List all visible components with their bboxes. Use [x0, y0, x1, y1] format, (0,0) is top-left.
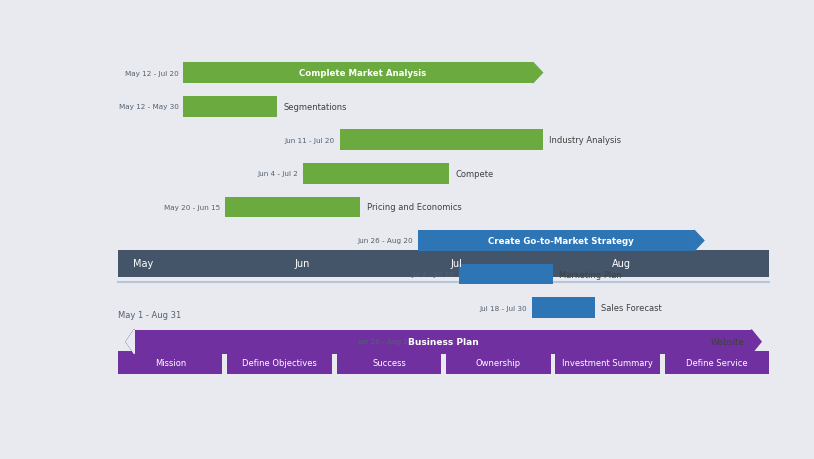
Text: Jun: Jun [294, 259, 309, 269]
Text: Pricing and Economics: Pricing and Economics [367, 203, 462, 212]
Bar [227, 351, 332, 374]
Bar [303, 163, 449, 184]
Text: May 1 - Aug 31: May 1 - Aug 31 [118, 310, 182, 319]
Bar [459, 264, 553, 285]
Bar [337, 351, 441, 374]
Text: Complete Market Analysis: Complete Market Analysis [300, 69, 427, 78]
Text: Industry Analysis: Industry Analysis [549, 136, 621, 145]
Polygon shape [751, 330, 761, 354]
Text: Sales Forecast: Sales Forecast [601, 303, 662, 313]
Bar [183, 63, 532, 84]
Text: Success: Success [372, 358, 406, 367]
Bar [339, 130, 542, 151]
Text: Business Plan: Business Plan [409, 337, 479, 347]
Polygon shape [126, 330, 134, 354]
Text: Website: Website [711, 337, 744, 346]
Bar [134, 330, 751, 354]
Text: Create Go-to-Market Strategy: Create Go-to-Market Strategy [488, 236, 633, 246]
Polygon shape [694, 231, 704, 252]
Text: May 20 - Jun 15: May 20 - Jun 15 [164, 204, 220, 211]
Text: May: May [133, 259, 153, 269]
Polygon shape [126, 330, 134, 354]
Bar [532, 298, 594, 319]
Bar [418, 331, 704, 352]
Text: Define Objectives: Define Objectives [243, 358, 317, 367]
Polygon shape [532, 63, 542, 84]
Text: Compete: Compete [455, 169, 493, 179]
Text: Jun 26 - Aug 20: Jun 26 - Aug 20 [357, 338, 413, 345]
Text: Jun 4 - Jul 2: Jun 4 - Jul 2 [257, 171, 298, 177]
Text: Aug: Aug [611, 259, 631, 269]
Text: Jul: Jul [450, 259, 462, 269]
Text: Jul 18 - Jul 30: Jul 18 - Jul 30 [479, 305, 527, 311]
Text: Jun 26 - Aug 20: Jun 26 - Aug 20 [357, 238, 413, 244]
Text: Mission: Mission [155, 358, 186, 367]
Text: Define Service: Define Service [686, 358, 748, 367]
Text: May 12 - May 30: May 12 - May 30 [119, 104, 178, 110]
Bar [118, 250, 769, 278]
Bar [183, 96, 277, 117]
Text: Segmentations: Segmentations [283, 102, 347, 112]
Bar [118, 351, 222, 374]
Bar [555, 351, 660, 374]
Text: Jun 11 - Jul 20: Jun 11 - Jul 20 [285, 137, 335, 144]
Bar [665, 351, 769, 374]
Text: Ownership: Ownership [475, 358, 521, 367]
Bar [446, 351, 550, 374]
Text: Jul 4 - Jul 22: Jul 4 - Jul 22 [411, 271, 454, 278]
Bar [418, 231, 694, 252]
Text: May 12 - Jul 20: May 12 - Jul 20 [125, 70, 178, 77]
Bar [225, 197, 361, 218]
Text: Investment Summary: Investment Summary [562, 358, 653, 367]
Text: Marketing Plan: Marketing Plan [559, 270, 622, 279]
Polygon shape [126, 330, 134, 354]
